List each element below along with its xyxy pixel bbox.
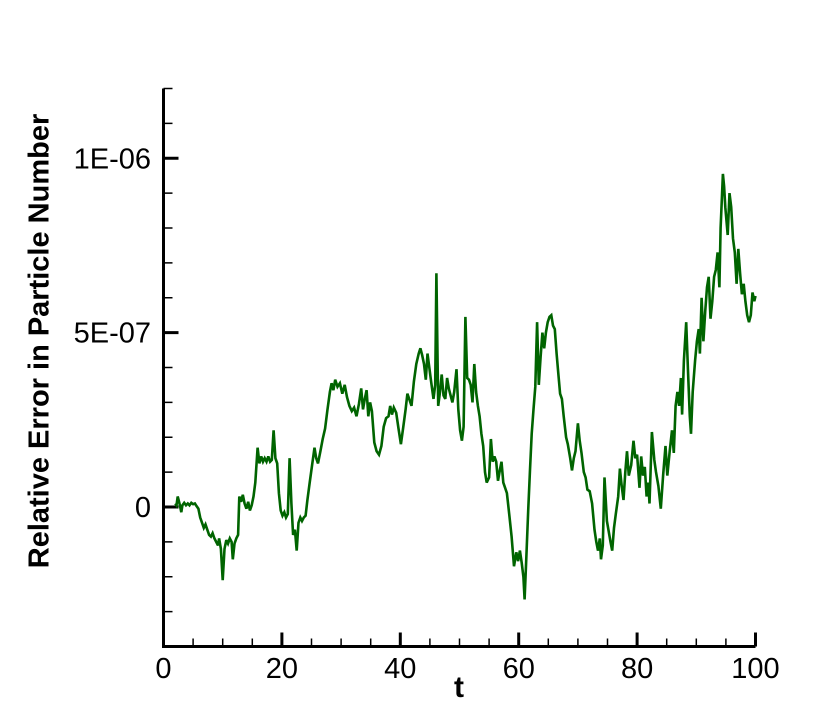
x-tick-label: 20 [266,653,298,685]
x-tick-label: 40 [384,653,416,685]
x-tick-label: 0 [155,653,171,685]
data-line [174,173,757,600]
x-tick-label: 60 [503,653,535,685]
x-tick-label: 80 [621,653,653,685]
x-tick-label: 100 [731,653,779,685]
y-tick-label: 0 [135,492,151,524]
y-tick-label: 1E-06 [74,143,151,175]
y-tick-label: 5E-07 [74,318,151,350]
y-axis-title: Relative Error in Particle Number [23,113,56,569]
x-axis-title: t [454,671,464,704]
